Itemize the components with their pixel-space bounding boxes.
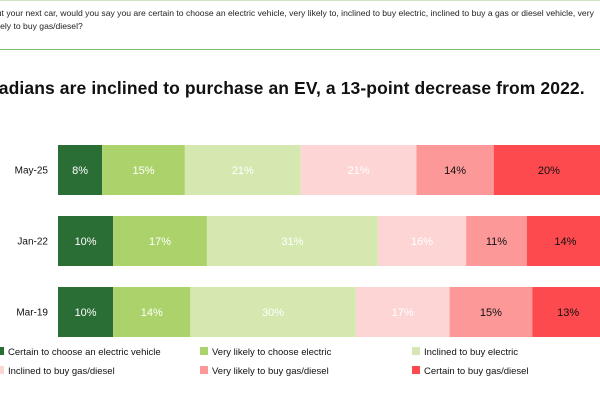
bar-segment bbox=[300, 145, 417, 195]
legend-label: Certain to choose an electric vehicle bbox=[8, 347, 161, 358]
legend-label: Very likely to buy gas/diesel bbox=[212, 366, 329, 377]
legend-swatch bbox=[200, 366, 208, 374]
data-label: 15% bbox=[480, 307, 502, 319]
category-label: Mar-19 bbox=[16, 308, 48, 319]
legend-label: Very likely to choose electric bbox=[212, 347, 332, 358]
bar-segment bbox=[532, 287, 600, 337]
bar-segment bbox=[377, 216, 467, 266]
bar-segment bbox=[416, 145, 494, 195]
legend-swatch bbox=[0, 347, 4, 355]
legend-swatch bbox=[0, 366, 4, 374]
question-box: out your next car, would you say you are… bbox=[0, 0, 600, 50]
stacked-bar-chart: May-25 8% 15% 21% 21% 14% 20% Jan-22 10% 17% 31% 16… bbox=[0, 145, 600, 377]
data-label: 21% bbox=[232, 165, 254, 177]
bar-segment bbox=[190, 287, 356, 337]
bar-segment bbox=[58, 145, 103, 195]
legend-label: Certain to buy gas/diesel bbox=[424, 366, 529, 377]
data-label: 13% bbox=[557, 307, 579, 319]
legend-swatch bbox=[412, 366, 420, 374]
bar-segment bbox=[526, 216, 600, 266]
legend-swatch bbox=[200, 347, 208, 355]
data-label: 31% bbox=[281, 236, 303, 248]
category-label: Jan-22 bbox=[17, 237, 48, 248]
bar-segment bbox=[113, 216, 207, 266]
legend-label: Inclined to buy electric bbox=[424, 347, 518, 358]
legend-label: Inclined to buy gas/diesel bbox=[8, 366, 115, 377]
bar-segment bbox=[449, 287, 533, 337]
data-label: 17% bbox=[392, 307, 414, 319]
bar-segment bbox=[184, 145, 301, 195]
bar-segment bbox=[206, 216, 378, 266]
bar-segment bbox=[493, 145, 600, 195]
data-label: 14% bbox=[554, 236, 576, 248]
data-label: 14% bbox=[141, 307, 163, 319]
category-label: May-25 bbox=[15, 166, 49, 177]
data-label: 21% bbox=[348, 165, 370, 177]
data-label: 10% bbox=[75, 307, 97, 319]
bar-segment bbox=[58, 287, 114, 337]
data-label: 17% bbox=[149, 236, 171, 248]
data-label: 16% bbox=[411, 236, 433, 248]
legend-swatch bbox=[412, 347, 420, 355]
bar-segment bbox=[58, 216, 114, 266]
bar-segment bbox=[355, 287, 450, 337]
data-label: 20% bbox=[538, 165, 560, 177]
data-label: 10% bbox=[75, 236, 97, 248]
data-label: 8% bbox=[72, 165, 88, 177]
bar-segment bbox=[113, 287, 191, 337]
bar-segment bbox=[102, 145, 185, 195]
bar-segment bbox=[466, 216, 527, 266]
data-label: 11% bbox=[486, 236, 507, 248]
headline: nadians are inclined to purchase an EV, … bbox=[0, 78, 585, 98]
question-text: out your next car, would you say you are… bbox=[0, 8, 594, 31]
data-label: 30% bbox=[262, 307, 284, 319]
data-label: 15% bbox=[132, 165, 154, 177]
data-label: 14% bbox=[444, 165, 466, 177]
